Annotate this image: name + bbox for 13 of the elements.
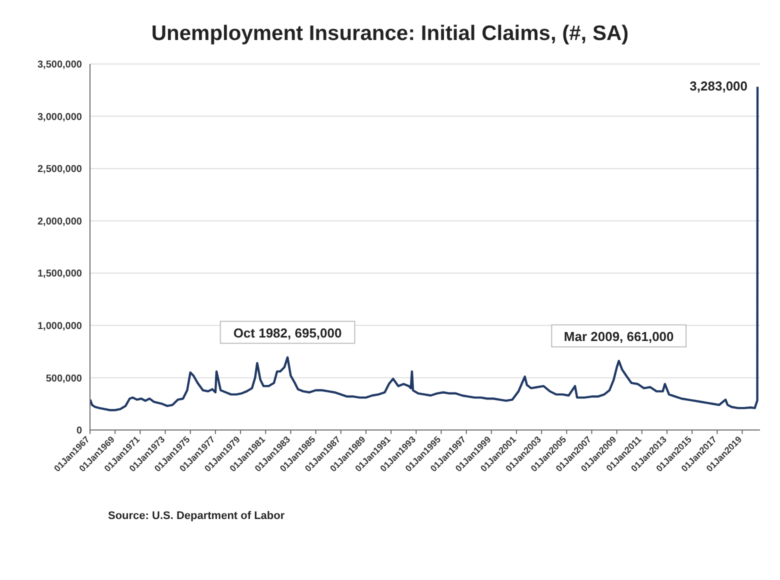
- chart-title: Unemployment Insurance: Initial Claims, (#, SA): [150, 22, 630, 46]
- annotation: Oct 1982, 695,000: [233, 325, 342, 340]
- y-tick-label: 0: [76, 426, 82, 437]
- y-tick-label: 2,500,000: [38, 164, 82, 176]
- y-tick-label: 3,000,000: [38, 112, 82, 123]
- y-tick-label: 500,000: [46, 373, 82, 384]
- annotation: 3,283,000: [690, 78, 748, 94]
- source-note: Source: U.S. Department of Labor: [108, 510, 286, 522]
- y-tick-label: 1,500,000: [38, 268, 82, 280]
- y-tick-label: 3,500,000: [38, 60, 82, 71]
- y-tick-label: 2,000,000: [38, 216, 82, 228]
- annotation: Mar 2009, 661,000: [564, 328, 674, 344]
- y-tick-label: 1,000,000: [38, 320, 82, 332]
